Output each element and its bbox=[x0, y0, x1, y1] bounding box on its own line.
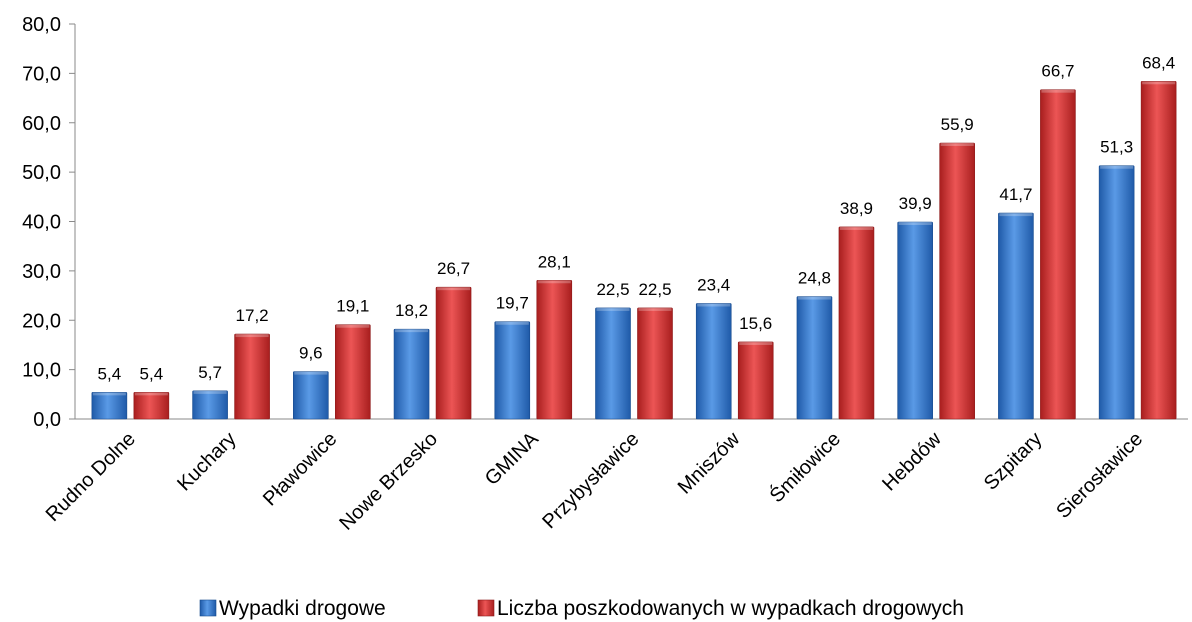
bar-wypadki bbox=[192, 390, 228, 420]
bar-wypadki bbox=[293, 371, 329, 420]
bar-wypadki bbox=[897, 221, 933, 420]
bar-highlight bbox=[1142, 81, 1176, 85]
bar-poszkodowani bbox=[1140, 80, 1177, 420]
y-axis: 0,0 10,0 20,0 30,0 40,0 50,0 60,0 70,0 80,0 bbox=[22, 14, 1188, 431]
bar-highlight bbox=[1041, 89, 1075, 93]
y-tick-label: 60,0 bbox=[22, 113, 61, 135]
bar-poszkodowani bbox=[637, 307, 673, 420]
bar-highlight bbox=[495, 321, 529, 325]
legend-label-poszkodowani: Liczba poszkodowanych w wypadkach drogow… bbox=[497, 597, 964, 620]
x-tick-label: Szpitary bbox=[980, 428, 1047, 495]
bar-highlight bbox=[999, 213, 1033, 217]
bar-poszkodowani bbox=[737, 341, 774, 420]
bar-highlight bbox=[336, 324, 370, 328]
bar-poszkodowani bbox=[133, 392, 170, 420]
bar-highlight bbox=[1100, 165, 1134, 169]
legend: Wypadki drogowe Liczba poszkodowanych w w… bbox=[199, 597, 964, 620]
x-tick-label: Śmiłowice bbox=[764, 427, 845, 508]
data-label: 18,2 bbox=[395, 301, 428, 320]
bar-highlight bbox=[437, 287, 471, 291]
data-label: 5,7 bbox=[198, 363, 222, 382]
x-tick-label: Pławowice bbox=[259, 428, 341, 510]
y-tick-label: 0,0 bbox=[33, 409, 61, 431]
bar-wypadki bbox=[1098, 165, 1135, 420]
bar-highlight bbox=[797, 296, 831, 300]
y-tick-label: 80,0 bbox=[22, 14, 61, 36]
bar-wypadki bbox=[595, 307, 631, 420]
bar-wypadki bbox=[393, 328, 430, 420]
x-tick-label: Rudno Dolne bbox=[42, 428, 140, 526]
bar-highlight bbox=[537, 280, 571, 284]
y-tick-label: 40,0 bbox=[22, 212, 61, 234]
bar-highlight bbox=[235, 334, 269, 338]
bar-wypadki bbox=[91, 392, 128, 420]
data-label: 66,7 bbox=[1041, 62, 1074, 81]
bar-highlight bbox=[193, 390, 227, 394]
data-label: 22,5 bbox=[596, 280, 629, 299]
y-tick-label: 10,0 bbox=[22, 360, 61, 382]
bar-poszkodowani bbox=[234, 333, 270, 420]
bar-highlight bbox=[596, 307, 630, 311]
data-label: 26,7 bbox=[437, 259, 470, 278]
x-tick-label: Nowe Brzesko bbox=[335, 428, 442, 535]
bar-highlight bbox=[294, 371, 328, 375]
bar-highlight bbox=[940, 142, 974, 146]
data-label: 15,6 bbox=[739, 314, 772, 333]
data-label: 19,1 bbox=[336, 297, 369, 316]
bar-wypadki bbox=[796, 296, 833, 420]
bar-highlight bbox=[134, 392, 168, 396]
bar-highlight bbox=[395, 329, 429, 333]
bar-highlight bbox=[739, 341, 773, 345]
bar-poszkodowani bbox=[536, 279, 573, 420]
legend-swatch-wypadki bbox=[199, 599, 217, 617]
y-tick-label: 50,0 bbox=[22, 162, 61, 184]
data-label: 41,7 bbox=[999, 185, 1032, 204]
data-label: 55,9 bbox=[941, 115, 974, 134]
data-label: 9,6 bbox=[299, 344, 323, 363]
data-label: 5,4 bbox=[140, 364, 164, 383]
x-tick-label: Mniszów bbox=[674, 428, 745, 499]
data-label: 22,5 bbox=[638, 280, 671, 299]
legend-swatch-poszkodowani bbox=[477, 599, 495, 617]
data-label: 19,7 bbox=[496, 294, 529, 313]
bar-highlight bbox=[638, 307, 672, 311]
bar-highlight bbox=[92, 392, 126, 396]
bar-wypadki bbox=[494, 321, 531, 420]
data-label: 5,4 bbox=[98, 364, 122, 383]
data-label: 28,1 bbox=[538, 252, 571, 271]
data-label: 17,2 bbox=[236, 306, 269, 325]
y-tick-label: 70,0 bbox=[22, 63, 61, 85]
bar-poszkodowani bbox=[1040, 89, 1076, 420]
bars bbox=[91, 80, 1177, 420]
data-label: 38,9 bbox=[840, 199, 873, 218]
y-tick-label: 30,0 bbox=[22, 261, 61, 283]
bar-highlight bbox=[839, 226, 873, 230]
y-tick-label: 20,0 bbox=[22, 310, 61, 332]
data-label: 51,3 bbox=[1100, 138, 1133, 157]
data-labels: 5,4 5,4 5,7 17,2 9,6 19,1 18,2 26,7 19,7 28,1 22,5… bbox=[98, 53, 1176, 383]
x-tick-label: Kuchary bbox=[173, 428, 240, 495]
data-label: 24,8 bbox=[798, 269, 831, 288]
x-tick-label: Sierosławice bbox=[1052, 428, 1147, 523]
bar-poszkodowani bbox=[939, 142, 975, 420]
bar-poszkodowani bbox=[335, 324, 371, 420]
bar-wypadki bbox=[998, 212, 1034, 420]
bar-poszkodowani bbox=[435, 286, 472, 420]
bar-poszkodowani bbox=[838, 226, 875, 420]
bar-highlight bbox=[697, 303, 731, 307]
x-tick-label: Przybysławice bbox=[538, 428, 643, 533]
data-label: 39,9 bbox=[899, 194, 932, 213]
bar-wypadki bbox=[695, 303, 732, 420]
x-tick-label: Hebdów bbox=[878, 428, 946, 496]
data-label: 68,4 bbox=[1142, 53, 1175, 72]
x-tick-label: GMINA bbox=[481, 428, 543, 490]
legend-label-wypadki: Wypadki drogowe bbox=[219, 597, 386, 620]
data-label: 23,4 bbox=[697, 275, 730, 294]
bar-highlight bbox=[898, 221, 932, 225]
